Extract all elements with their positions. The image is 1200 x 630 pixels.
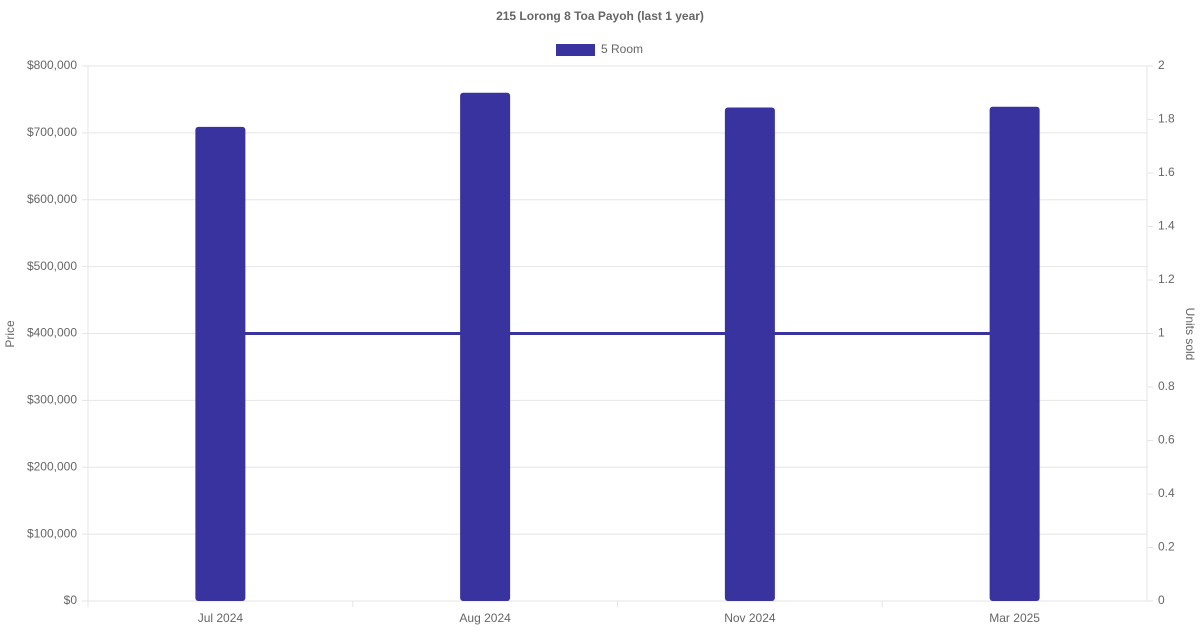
y-tick-label: $0 [64, 593, 78, 607]
legend-swatch [556, 44, 595, 56]
chart-title: 215 Lorong 8 Toa Payoh (last 1 year) [496, 9, 704, 23]
y2-tick-label: 0.8 [1158, 379, 1175, 393]
bar [989, 106, 1040, 601]
bar [724, 107, 775, 602]
y2-tick-label: 1.8 [1158, 112, 1175, 126]
x-tick-label: Mar 2025 [989, 611, 1040, 625]
y-tick-label: $200,000 [27, 459, 77, 473]
y-tick-label: $800,000 [27, 58, 77, 72]
bar [460, 92, 511, 601]
y2-tick-label: 0 [1158, 593, 1165, 607]
y2-tick-label: 1.4 [1158, 219, 1175, 233]
y2-tick-label: 0.2 [1158, 540, 1175, 554]
y2-tick-label: 0.4 [1158, 486, 1175, 500]
y-tick-label: $600,000 [27, 192, 77, 206]
y2-axis-label: Units sold [1183, 308, 1197, 361]
y-tick-label: $400,000 [27, 326, 77, 340]
y-axis-label: Price [3, 320, 17, 348]
x-tick-label: Nov 2024 [724, 611, 776, 625]
y-tick-label: $100,000 [27, 526, 77, 540]
y2-tick-label: 1.2 [1158, 272, 1175, 286]
y2-tick-label: 0.6 [1158, 433, 1175, 447]
bar [195, 126, 246, 601]
y2-tick-label: 1 [1158, 326, 1165, 340]
y-tick-label: $700,000 [27, 125, 77, 139]
y2-tick-label: 1.6 [1158, 165, 1175, 179]
legend-label: 5 Room [601, 42, 643, 56]
y-tick-label: $300,000 [27, 393, 77, 407]
y2-tick-label: 2 [1158, 58, 1165, 72]
x-tick-label: Jul 2024 [198, 611, 244, 625]
x-tick-label: Aug 2024 [459, 611, 511, 625]
y-tick-label: $500,000 [27, 259, 77, 273]
